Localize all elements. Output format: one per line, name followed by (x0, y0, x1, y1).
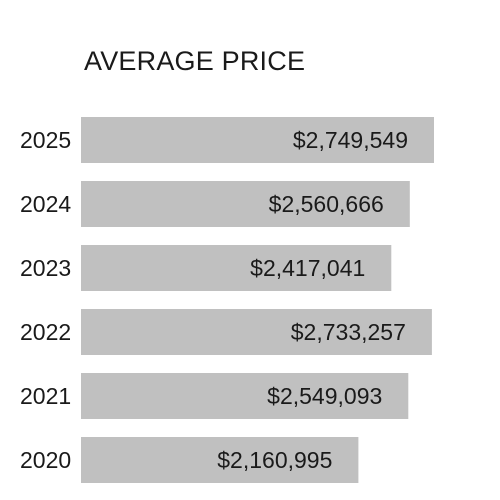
category-label-2021: 2021 (20, 383, 71, 409)
category-label-2020: 2020 (20, 447, 71, 473)
value-label-2021: $2,549,093 (267, 383, 382, 409)
bar-group: 2025 $2,749,549 2024 $2,560,666 2023 $2,417,0… (20, 117, 434, 483)
category-label-2025: 2025 (20, 127, 71, 153)
bar-2025 (81, 117, 434, 163)
bar-2022 (81, 309, 432, 355)
chart-title: AVERAGE PRICE (84, 46, 305, 76)
bar-2023 (81, 245, 392, 291)
category-label-2023: 2023 (20, 255, 71, 281)
category-label-2024: 2024 (20, 191, 71, 217)
value-label-2022: $2,733,257 (291, 319, 406, 345)
category-label-2022: 2022 (20, 319, 71, 345)
bar-2024 (81, 181, 410, 227)
value-label-2025: $2,749,549 (293, 127, 408, 153)
value-label-2023: $2,417,041 (250, 255, 365, 281)
bar-2020 (81, 437, 359, 483)
value-label-2024: $2,560,666 (269, 191, 384, 217)
value-label-2020: $2,160,995 (217, 447, 332, 473)
bar-2021 (81, 373, 409, 419)
